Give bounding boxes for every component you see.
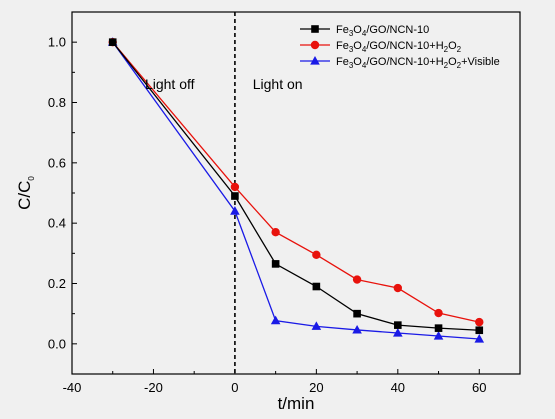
series-2	[108, 37, 484, 327]
series-layer	[107, 37, 485, 343]
data-point	[312, 282, 321, 291]
data-point	[433, 330, 444, 340]
x-tick-label: 60	[472, 380, 486, 395]
data-point	[312, 250, 321, 260]
x-tick-label: -40	[63, 380, 82, 395]
y-axis-title-sub: 0	[27, 176, 36, 181]
data-point	[393, 327, 403, 337]
x-axis-title: t/min	[278, 394, 315, 413]
legend-entry: Fe3O4/GO/NCN-10+H2O2+Visible	[300, 56, 500, 70]
y-tick-label: 0.6	[48, 155, 66, 170]
data-point	[311, 321, 322, 330]
x-tick-label: 20	[309, 380, 323, 395]
data-point	[352, 275, 362, 284]
data-point	[352, 324, 362, 334]
data-point	[270, 315, 281, 325]
series-line	[112, 41, 480, 323]
legend-label: Fe3O4/GO/NCN-10+H2O2+Visible	[336, 56, 500, 70]
y-tick-label: 1.0	[48, 35, 66, 50]
data-point	[108, 38, 117, 46]
data-point	[271, 260, 280, 268]
data-point	[474, 334, 485, 343]
legend-label: Fe3O4/GO/NCN-10	[336, 24, 429, 38]
data-point	[393, 283, 403, 293]
data-point	[434, 308, 443, 318]
y-tick-label: 0.8	[48, 95, 66, 110]
series-3	[107, 37, 485, 343]
x-tick-label: -20	[144, 380, 163, 395]
legend-marker	[310, 56, 320, 65]
series-1	[108, 38, 484, 335]
annotation-light-on: Light on	[253, 76, 303, 92]
legend: Fe3O4/GO/NCN-10 Fe3O4/GO/NCN-10+H2O2 Fe3O4…	[300, 24, 500, 70]
data-point	[434, 324, 443, 332]
x-axis-ticks: -40 -20 0 20 40 60	[63, 369, 487, 395]
x-tick-label: 0	[231, 380, 238, 395]
data-point	[353, 309, 361, 318]
series-line	[112, 41, 480, 340]
data-point	[394, 321, 402, 329]
data-point	[475, 317, 484, 327]
legend-marker	[310, 40, 320, 50]
y-tick-label: 0.0	[48, 336, 66, 351]
data-point	[271, 228, 280, 237]
y-axis-ticks: 0.0 0.2 0.4 0.6 0.8 1.0	[48, 35, 77, 351]
y-tick-label: 0.4	[48, 216, 66, 231]
data-point	[230, 206, 240, 215]
data-point	[475, 326, 484, 335]
legend-entry: Fe3O4/GO/NCN-10+H2O2	[300, 40, 462, 54]
legend-marker	[311, 25, 319, 33]
legend-label: Fe3O4/GO/NCN-10+H2O2	[336, 40, 462, 54]
y-axis-title: C/C0	[15, 176, 36, 210]
y-tick-label: 0.2	[48, 276, 66, 291]
annotation-light-off: Light off	[145, 76, 195, 92]
legend-entry: Fe3O4/GO/NCN-10	[300, 24, 429, 38]
x-tick-label: 40	[391, 380, 405, 395]
data-point	[230, 182, 240, 192]
y-axis-title-main: C/C	[15, 181, 34, 210]
data-point	[231, 192, 239, 200]
series-line	[112, 41, 480, 331]
